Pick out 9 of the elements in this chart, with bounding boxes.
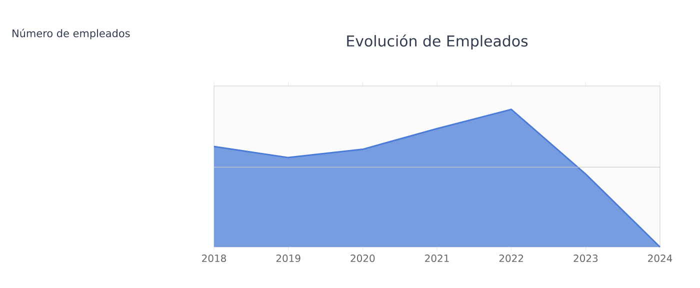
x-tick-label: 2018 — [202, 254, 226, 262]
x-tick-label: 2022 — [499, 254, 524, 262]
x-tick-label: 2024 — [648, 254, 672, 262]
x-tick-label: 2019 — [276, 254, 300, 262]
x-tick-label: 2023 — [574, 254, 598, 262]
text: Número de empleados — [12, 28, 130, 40]
chart-title: Evolución de Empleados — [347, 34, 528, 50]
x-tick-label: 2020 — [350, 254, 375, 262]
x-tick-label: 2021 — [425, 254, 449, 262]
